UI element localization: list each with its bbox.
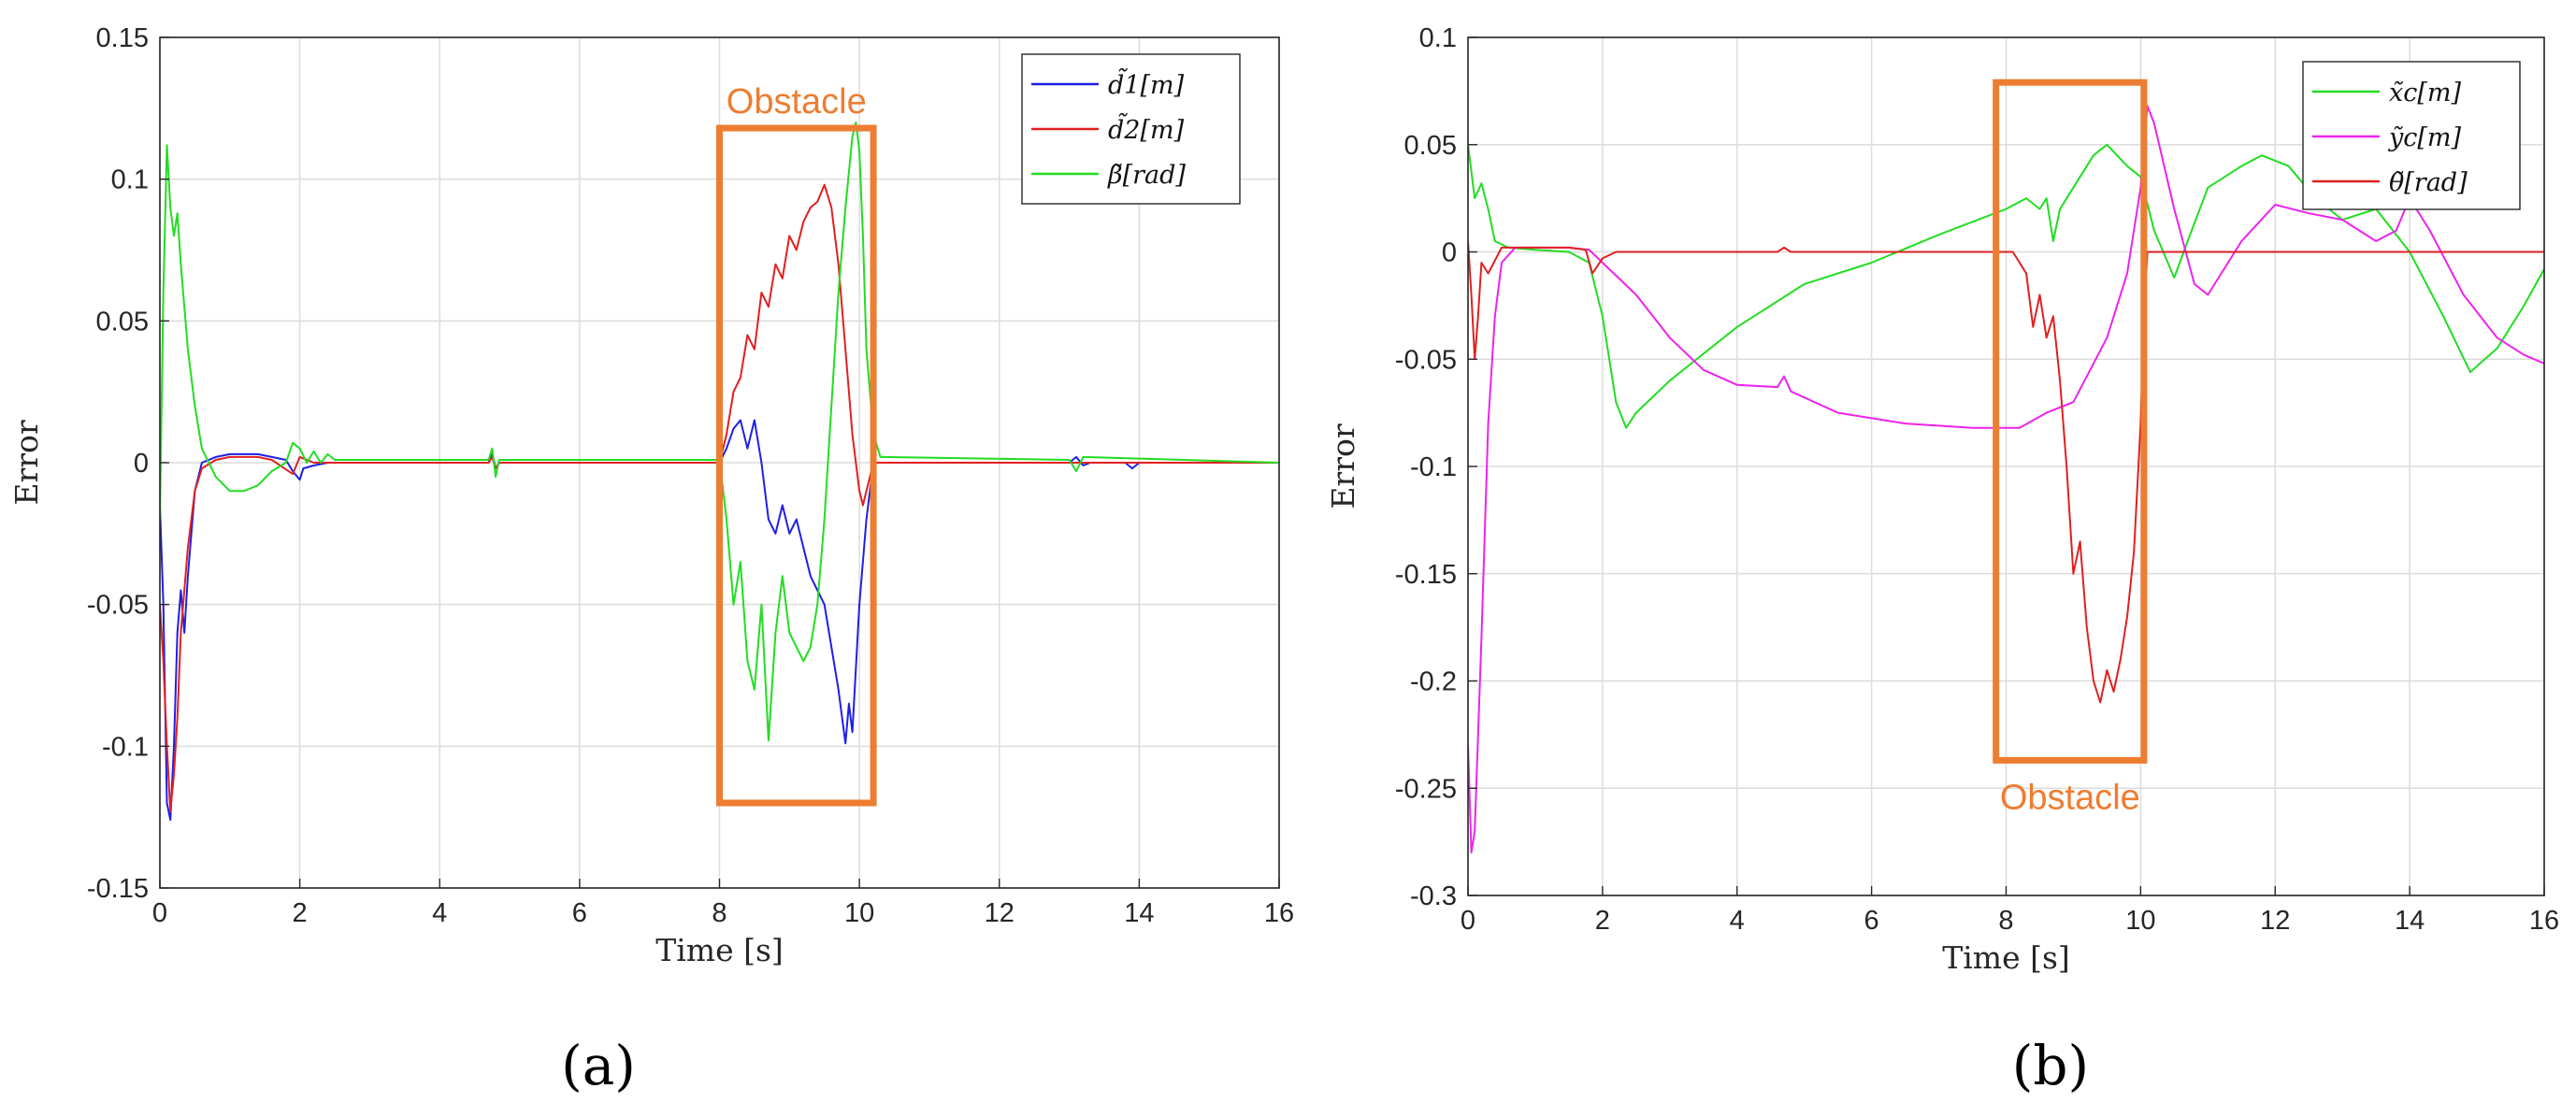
legend-entry-2: ỹc[m] — [2388, 123, 2462, 152]
x-tick-label: 14 — [2395, 906, 2425, 936]
legend-entry-3: θ̃[rad] — [2389, 168, 2468, 197]
x-tick-label: 8 — [712, 898, 727, 928]
x-tick-label: 10 — [844, 898, 874, 928]
x-axis-label: Time [s] — [1942, 939, 2070, 976]
legend-entry-1: d̃1[m] — [1108, 67, 1185, 100]
chart-panel-a: Obstacle 0 2 4 6 8 10 12 14 16 -0.15 -0.1 -0.05 0 0.05… — [8, 23, 1294, 1097]
obstacle-box — [1993, 79, 2148, 764]
y-axis-label: Error — [1325, 423, 1361, 509]
legend-entry-1: x̃c[m] — [2389, 79, 2461, 107]
x-tick-label: 10 — [2125, 906, 2155, 936]
x-tick-label: 12 — [2260, 906, 2290, 936]
x-tick-label: 16 — [2529, 906, 2559, 936]
legend: x̃c[m] ỹc[m] θ̃[rad] — [2302, 61, 2521, 210]
x-tick-label: 16 — [1264, 898, 1294, 928]
x-tick-label: 0 — [1461, 906, 1475, 936]
x-tick-label: 6 — [1864, 906, 1879, 936]
y-tick-label: -0.15 — [1395, 560, 1457, 590]
x-tick-label: 2 — [1595, 906, 1610, 936]
x-tick-label: 12 — [985, 898, 1015, 928]
legend: d̃1[m] d̃2[m] β̃[rad] — [1021, 53, 1241, 205]
y-tick-label: -0.05 — [1395, 345, 1457, 375]
panel-label: (a) — [561, 1034, 636, 1097]
y-tick-label: 0 — [134, 449, 149, 479]
series-line-3 — [1468, 240, 2544, 704]
y-tick-label: -0.1 — [102, 732, 149, 762]
y-tick-label: 0.1 — [1419, 23, 1457, 53]
y-tick-label: 0 — [1442, 238, 1457, 268]
y-tick-label: 0.15 — [96, 23, 149, 53]
x-tick-label: 14 — [1124, 898, 1154, 928]
x-tick-label: 0 — [152, 898, 167, 928]
obstacle-label: Obstacle — [727, 82, 867, 122]
x-tick-label: 4 — [432, 898, 447, 928]
y-tick-label: -0.2 — [1410, 667, 1457, 697]
x-tick-label: 8 — [1998, 906, 2013, 936]
x-tick-label: 2 — [293, 898, 308, 928]
legend-entry-3: β̃[rad] — [1107, 161, 1186, 190]
x-tick-label: 6 — [572, 898, 587, 928]
legend-entry-2: d̃2[m] — [1108, 112, 1185, 145]
y-tick-label: -0.1 — [1410, 452, 1457, 482]
y-tick-label: -0.25 — [1395, 774, 1457, 804]
y-tick-label: 0.05 — [96, 307, 149, 337]
series-line-1 — [1468, 143, 2544, 429]
y-tick-label: -0.3 — [1410, 881, 1457, 911]
y-tick-label: 0.05 — [1404, 131, 1457, 161]
y-axis-label: Error — [8, 420, 45, 506]
chart-panel-b: Obstacle 0 2 4 6 8 10 12 14 16 -0.3 -0.25 -0.2 -0.15 -… — [1325, 23, 2559, 1097]
y-tick-label: -0.15 — [87, 874, 149, 904]
obstacle-label: Obstacle — [2000, 778, 2140, 817]
x-axis-label: Time [s] — [655, 932, 784, 968]
series-line-2 — [160, 183, 1279, 813]
panel-label: (b) — [2012, 1034, 2089, 1097]
x-tick-label: 4 — [1730, 906, 1745, 936]
y-tick-label: -0.05 — [87, 591, 149, 621]
obstacle-box — [716, 124, 877, 807]
y-tick-label: 0.1 — [111, 165, 149, 195]
